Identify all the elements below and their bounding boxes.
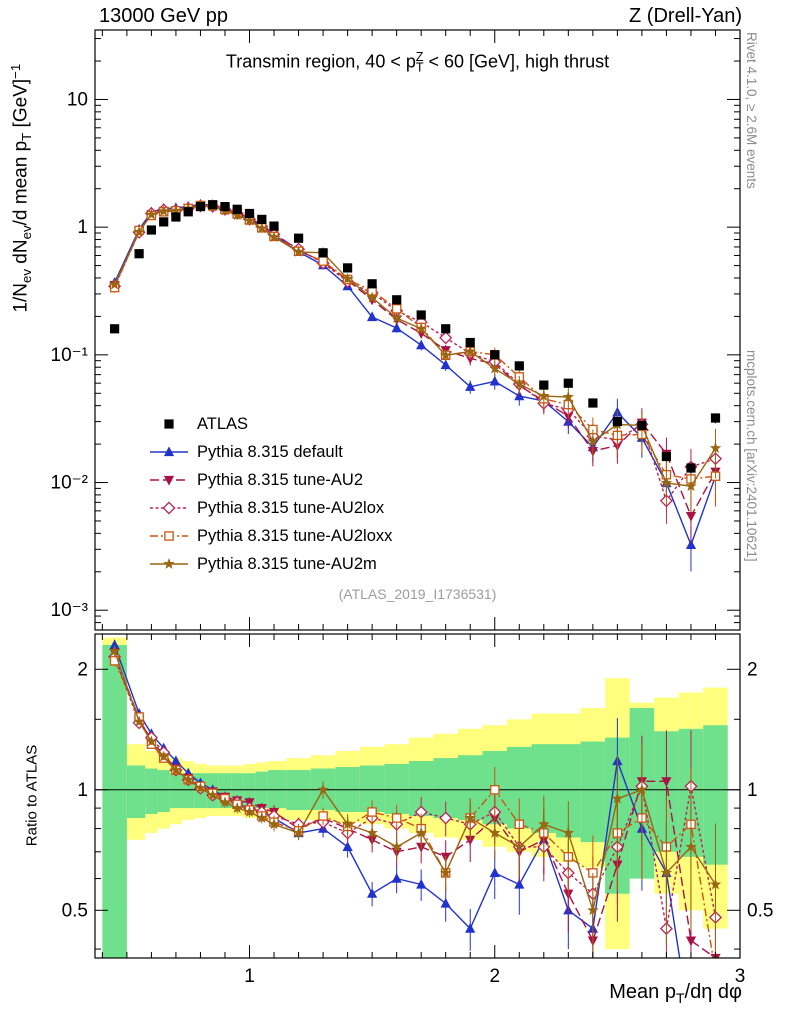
- y-tick-label: 10⁻³: [51, 600, 89, 621]
- x-tick-label: 3: [735, 966, 746, 987]
- analysis-id-watermark: (ATLAS_2019_I1736531): [338, 586, 497, 602]
- legend-label: Pythia 8.315 default: [197, 442, 343, 461]
- y-tick-label: 1: [77, 217, 88, 238]
- y-tick-label: 10⁻¹: [51, 345, 89, 366]
- beam-energy-label: 13000 GeV pp: [99, 5, 228, 27]
- y-tick-label: 10⁻²: [51, 473, 89, 494]
- panel-frame: [94, 29, 741, 631]
- label-part: Z: [415, 50, 424, 64]
- ratio-series-layer: [108, 639, 723, 958]
- ratio-tick-label: 1: [747, 780, 758, 801]
- au2lox-legend-marker-icon: [150, 501, 188, 515]
- au2loxx-legend-marker-icon: [150, 531, 188, 541]
- legend-item-au2loxx: Pythia 8.315 tune-AU2loxx: [148, 522, 392, 550]
- legend-label: Pythia 8.315 tune-AU2: [197, 470, 364, 489]
- legend: ATLAS Pythia 8.315 default Pythia 8.315 tu…: [148, 410, 392, 578]
- au2-legend-marker-icon: [150, 475, 188, 486]
- label-part: Mean p: [609, 981, 676, 1003]
- x-tick-label: 2: [489, 966, 500, 987]
- mcplots-credit-label: mcplots.cern.ch [arXiv:2401.10621]: [744, 350, 759, 562]
- default-legend-marker-icon: [150, 446, 188, 457]
- legend-item-au2m: Pythia 8.315 tune-AU2m: [148, 550, 392, 578]
- panel-frame: [94, 633, 741, 959]
- x-tick-label: 1: [244, 966, 255, 987]
- label-part: T: [675, 989, 685, 1006]
- label-part: T: [19, 132, 35, 141]
- legend-label: Pythia 8.315 tune-AU2lox: [197, 498, 385, 517]
- label-part: dN: [10, 239, 32, 269]
- label-part: < 60 [GeV], high thrust: [423, 51, 610, 72]
- legend-item-au2: Pythia 8.315 tune-AU2: [148, 466, 392, 494]
- label-part: /d mean p: [10, 140, 32, 226]
- label-part: T: [415, 60, 424, 75]
- ratio-tick-label: 0.5: [62, 900, 88, 921]
- ratio-tick-label: 2: [747, 659, 758, 680]
- legend-item-atlas: ATLAS: [148, 410, 392, 438]
- label-part: Transmin region, 40 < p: [225, 51, 416, 72]
- ratio-uncertainty-bands: [102, 637, 728, 958]
- label-part: /dη dφ: [684, 981, 742, 1003]
- label-part: [GeV]: [10, 78, 32, 133]
- label-part: 1/N: [10, 283, 32, 313]
- label-part: ev: [19, 225, 35, 240]
- process-label: Z (Drell-Yan): [629, 5, 742, 27]
- y-axis-label: 1/Nev dNev/d mean pT [GeV]−1: [8, 0, 34, 498]
- au2m-legend-marker-icon: [150, 558, 188, 569]
- y-tick-label: 10: [67, 89, 88, 110]
- legend-item-au2lox: Pythia 8.315 tune-AU2lox: [148, 494, 392, 522]
- rivet-version-label: Rivet 4.1.0, ≥ 2.6M events: [744, 32, 759, 189]
- legend-item-default: Pythia 8.315 default: [148, 438, 392, 466]
- ratio-tick-label: 0.5: [747, 900, 773, 921]
- plot-title: Transmin region, 40 < pTZ < 60 [GeV], hi…: [95, 50, 740, 75]
- ratio-tick-label: 2: [77, 659, 88, 680]
- ratio-axis-label: Ratio to ATLAS: [23, 744, 41, 847]
- x-axis-label: Mean pT/dη dφ: [609, 981, 742, 1006]
- atlas-legend-marker-icon: [164, 419, 174, 429]
- main-series-layer: [108, 198, 723, 572]
- label-part: −1: [7, 63, 23, 79]
- label-part: ev: [19, 268, 35, 284]
- ratio-tick-label: 1: [77, 780, 88, 801]
- legend-label: Pythia 8.315 tune-AU2m: [197, 554, 377, 573]
- legend-label: ATLAS: [197, 414, 249, 433]
- legend-label: Pythia 8.315 tune-AU2loxx: [197, 526, 393, 545]
